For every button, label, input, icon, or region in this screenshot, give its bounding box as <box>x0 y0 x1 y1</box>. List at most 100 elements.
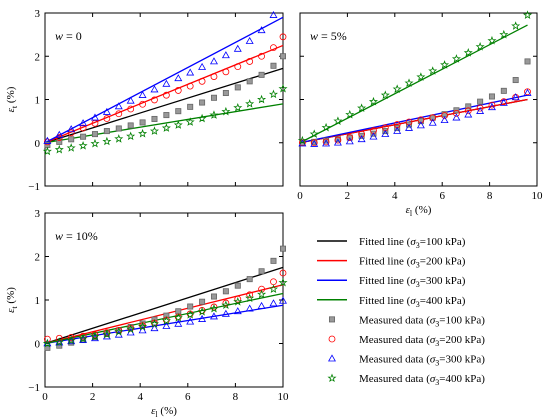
legend-entry: Measured data (σ3=400 kPa) <box>327 373 485 387</box>
measured-series-s200 <box>298 88 531 147</box>
data-point <box>198 77 206 85</box>
legend-label: Fitted line (σ3=200 kPa) <box>359 256 466 270</box>
data-point <box>512 77 519 84</box>
data-point <box>322 139 331 147</box>
data-point <box>279 269 287 277</box>
y-tick-label: 2 <box>35 252 41 264</box>
data-point <box>245 36 254 44</box>
data-point <box>246 291 254 299</box>
data-point <box>234 295 242 303</box>
data-point <box>234 63 242 71</box>
data-point <box>126 96 135 104</box>
data-point <box>221 300 231 310</box>
data-point <box>333 116 343 125</box>
data-point <box>91 131 98 138</box>
data-point <box>500 98 508 106</box>
data-point <box>234 282 241 289</box>
data-point <box>233 102 243 112</box>
data-point <box>246 276 253 283</box>
data-point <box>43 136 52 144</box>
data-point <box>279 33 287 41</box>
data-point <box>79 332 87 340</box>
data-point <box>162 321 171 329</box>
data-point <box>151 115 158 122</box>
y-tick-label: −1 <box>28 181 40 193</box>
x-axis-label: εl (%) <box>406 204 432 218</box>
data-point <box>465 103 472 110</box>
data-point <box>149 319 159 328</box>
data-point <box>56 138 63 145</box>
legend-label: Measured data (σ3=200 kPa) <box>359 334 485 348</box>
data-point <box>477 98 484 105</box>
data-point <box>428 118 437 126</box>
data-point <box>149 126 159 135</box>
data-point <box>269 299 278 307</box>
data-point <box>258 71 265 78</box>
data-point <box>258 268 265 275</box>
data-point <box>246 78 253 85</box>
data-point <box>278 83 288 93</box>
data-point <box>487 35 497 45</box>
data-point <box>233 296 243 306</box>
data-point <box>487 103 496 111</box>
data-point <box>54 144 64 154</box>
data-point <box>278 277 288 287</box>
data-point <box>452 113 461 121</box>
data-point <box>163 112 170 119</box>
data-point <box>279 53 286 60</box>
data-point <box>440 116 449 124</box>
data-point <box>310 139 318 147</box>
legend-label: Fitted line (σ3=400 kPa) <box>359 295 466 309</box>
data-point <box>357 135 366 143</box>
legend-label: Measured data (σ3=300 kPa) <box>359 354 485 368</box>
data-point <box>67 125 76 133</box>
y-tick-label: 3 <box>35 8 41 20</box>
data-point <box>279 296 287 304</box>
data-point <box>222 299 230 307</box>
data-point <box>66 335 76 345</box>
data-point <box>428 66 438 75</box>
legend-entry: Fitted line (σ3=100 kPa) <box>317 236 466 250</box>
data-point <box>197 306 207 316</box>
y-axis-label: εt (%) <box>5 287 19 313</box>
data-point <box>186 317 195 325</box>
panel-w0: −1 0 1 2 3 w = 0 εt (%) <box>5 8 288 193</box>
data-point <box>222 288 229 295</box>
data-point <box>126 131 136 141</box>
data-point <box>523 10 533 20</box>
legend-entry: Fitted line (σ3=200 kPa) <box>317 256 466 270</box>
data-point <box>358 130 366 138</box>
data-point <box>114 134 124 143</box>
data-point <box>233 307 242 315</box>
legend-marker-swatch <box>328 335 336 343</box>
x-tick-label: 4 <box>392 190 398 202</box>
data-point <box>451 54 461 63</box>
data-point <box>199 99 206 106</box>
measured-series-s400 <box>42 83 288 156</box>
data-point <box>55 334 63 342</box>
y-tick-label: 2 <box>35 51 41 63</box>
data-point <box>222 90 229 97</box>
y-tick-label: 0 <box>35 138 41 150</box>
data-point <box>78 333 88 343</box>
data-point <box>346 134 354 141</box>
data-point <box>476 104 484 112</box>
data-point <box>79 119 88 127</box>
legend-entry: Measured data (σ3=200 kPa) <box>328 334 485 348</box>
data-point <box>199 298 206 305</box>
data-point <box>334 136 342 144</box>
data-point <box>114 102 123 110</box>
data-point <box>90 113 99 121</box>
data-point <box>126 324 136 333</box>
legend-marker-swatch <box>328 316 335 323</box>
data-point <box>404 78 414 87</box>
data-point <box>369 132 378 140</box>
data-point <box>429 114 437 122</box>
panel-w5: 0 2 4 6 8 10 w = 5% εl (%) <box>297 10 543 218</box>
panel-label: w = 5% <box>310 29 347 43</box>
measured-series-s300 <box>298 88 532 147</box>
data-point <box>221 51 230 59</box>
data-point <box>187 103 194 110</box>
data-point <box>464 107 472 115</box>
